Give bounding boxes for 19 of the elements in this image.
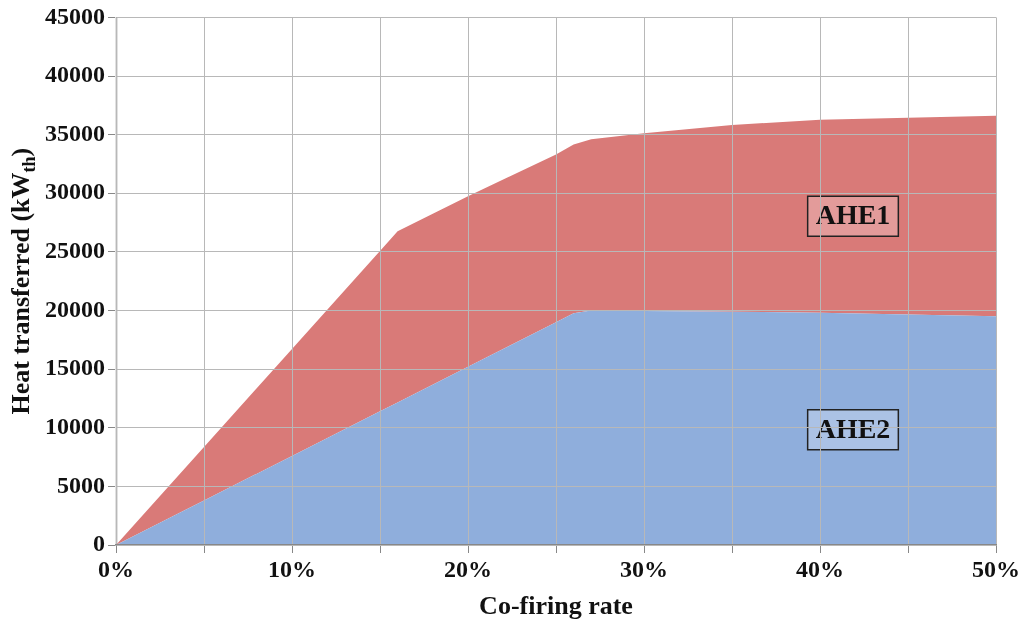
series-label: AHE1 xyxy=(815,199,891,231)
x-tick-label: 50% xyxy=(972,555,1020,582)
y-tick-label: 20000 xyxy=(45,295,105,322)
x-tick-label: 10% xyxy=(268,555,316,582)
y-tick-label: 40000 xyxy=(45,61,105,88)
y-tick-label: 25000 xyxy=(45,237,105,264)
y-tick-label: 5000 xyxy=(57,471,105,498)
y-tick-label: 15000 xyxy=(45,354,105,381)
y-tick-label: 30000 xyxy=(45,178,105,205)
x-tick-label: 30% xyxy=(620,555,668,582)
x-tick-label: 20% xyxy=(444,555,492,582)
x-tick-label: 40% xyxy=(796,555,844,582)
x-tick-label: 0% xyxy=(98,555,134,582)
y-tick-label: 10000 xyxy=(45,412,105,439)
y-tick-label: 35000 xyxy=(45,119,105,146)
y-tick-label: 0 xyxy=(93,530,105,557)
x-axis-title: Co-firing rate xyxy=(479,591,633,621)
y-tick-label: 45000 xyxy=(45,2,105,29)
y-axis-title: Heat transferred (kWth) xyxy=(5,147,39,415)
